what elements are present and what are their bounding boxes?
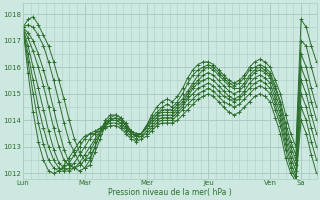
X-axis label: Pression niveau de la mer( hPa ): Pression niveau de la mer( hPa ) xyxy=(108,188,232,197)
